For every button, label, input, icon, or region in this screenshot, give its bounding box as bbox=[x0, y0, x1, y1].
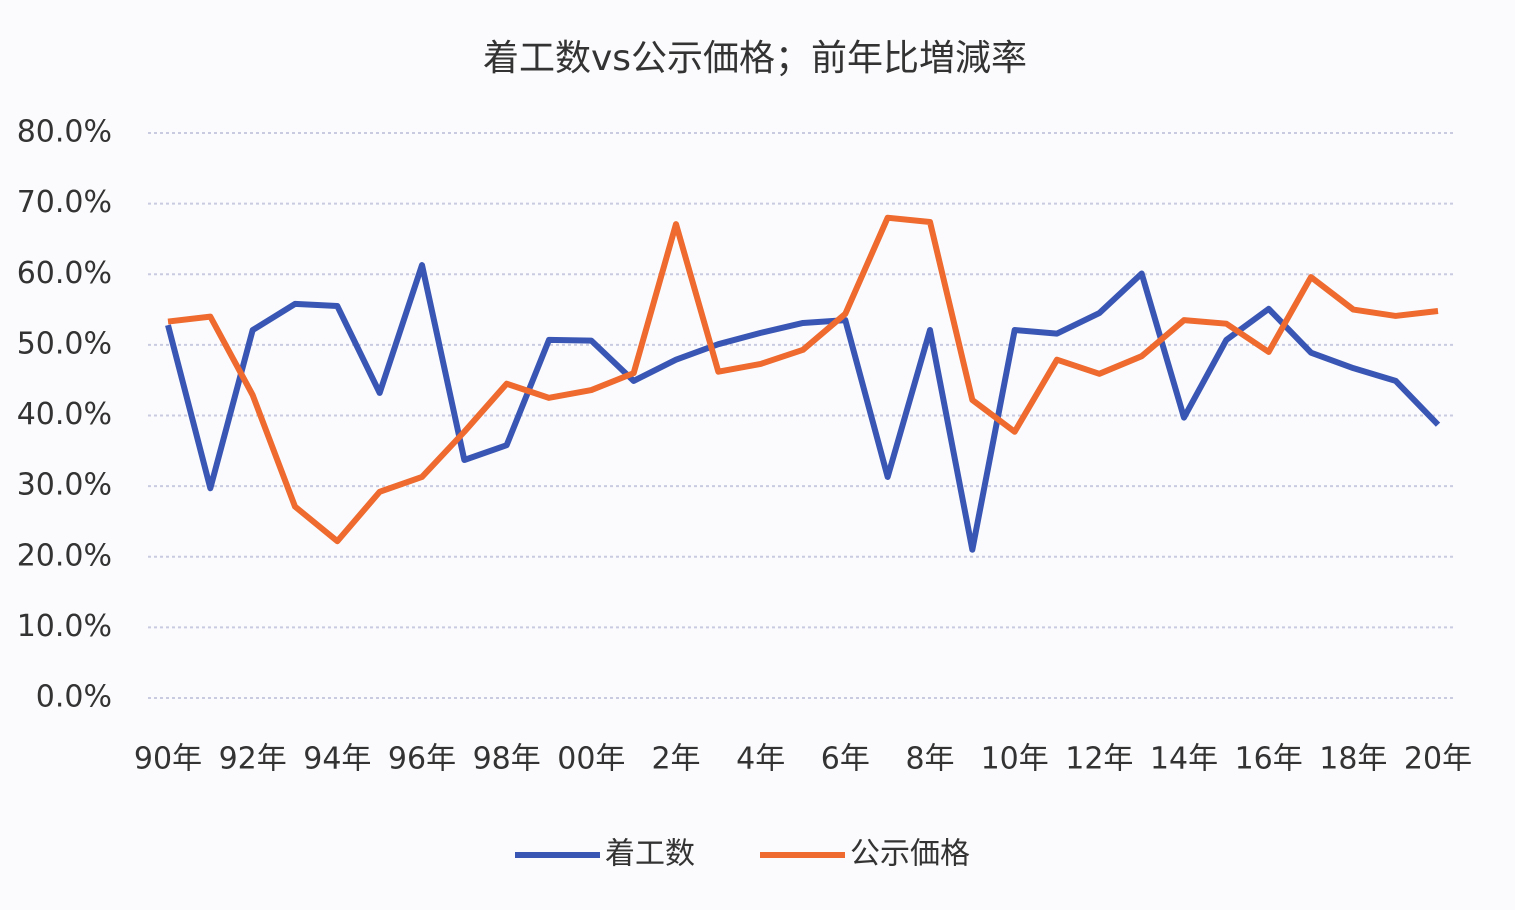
x-tick-label: 16年 bbox=[1235, 742, 1303, 777]
x-tick-label: 8年 bbox=[905, 742, 954, 777]
y-tick-label: 70.0% bbox=[17, 185, 112, 220]
x-tick-label: 12年 bbox=[1065, 742, 1133, 777]
y-tick-label: 80.0% bbox=[17, 115, 112, 150]
y-tick-label: 30.0% bbox=[17, 468, 112, 503]
x-tick-label: 10年 bbox=[981, 742, 1049, 777]
y-tick-label: 50.0% bbox=[17, 326, 112, 361]
legend-label: 公示価格 bbox=[850, 837, 970, 872]
y-tick-label: 20.0% bbox=[17, 538, 112, 573]
y-tick-label: 0.0% bbox=[36, 680, 112, 715]
y-tick-label: 10.0% bbox=[17, 609, 112, 644]
x-tick-label: 6年 bbox=[821, 742, 870, 777]
x-tick-label: 20年 bbox=[1404, 742, 1472, 777]
chart-title: 着工数vs公示価格；前年比増減率 bbox=[483, 38, 1027, 79]
x-tick-label: 14年 bbox=[1150, 742, 1218, 777]
x-tick-label: 2年 bbox=[651, 742, 700, 777]
x-tick-label: 98年 bbox=[473, 742, 541, 777]
x-tick-label: 00年 bbox=[557, 742, 625, 777]
x-tick-label: 92年 bbox=[219, 742, 287, 777]
x-tick-label: 4年 bbox=[736, 742, 785, 777]
x-tick-label: 90年 bbox=[134, 742, 202, 777]
x-tick-label: 18年 bbox=[1319, 742, 1387, 777]
x-tick-label: 96年 bbox=[388, 742, 456, 777]
x-tick-label: 94年 bbox=[303, 742, 371, 777]
y-tick-label: 60.0% bbox=[17, 256, 112, 291]
y-tick-label: 40.0% bbox=[17, 397, 112, 432]
series-line bbox=[165, 262, 1441, 553]
legend-label: 着工数 bbox=[605, 837, 695, 872]
series-line bbox=[167, 214, 1439, 545]
